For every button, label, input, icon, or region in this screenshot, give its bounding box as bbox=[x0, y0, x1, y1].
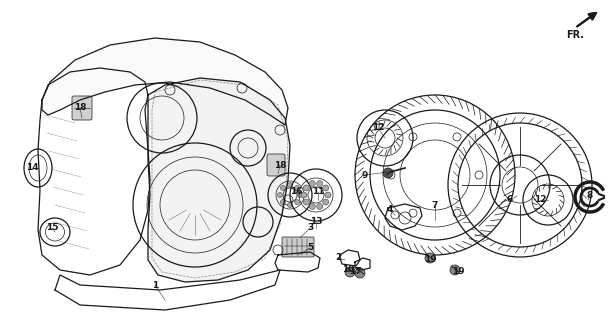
Circle shape bbox=[280, 200, 285, 204]
Text: 12: 12 bbox=[371, 124, 384, 132]
Text: 13: 13 bbox=[310, 218, 322, 227]
Text: 5: 5 bbox=[307, 244, 313, 252]
Circle shape bbox=[309, 180, 315, 187]
Circle shape bbox=[301, 192, 307, 198]
Circle shape bbox=[294, 185, 299, 190]
Text: 12: 12 bbox=[533, 196, 546, 204]
Text: 14: 14 bbox=[26, 164, 38, 172]
Text: 1: 1 bbox=[152, 281, 158, 290]
Text: 15: 15 bbox=[46, 223, 59, 233]
Circle shape bbox=[303, 185, 309, 191]
Text: 9: 9 bbox=[362, 171, 368, 180]
Circle shape bbox=[323, 199, 329, 205]
Text: 18: 18 bbox=[74, 103, 86, 113]
Text: 2: 2 bbox=[335, 253, 341, 262]
Text: 8: 8 bbox=[587, 190, 593, 199]
Circle shape bbox=[288, 182, 293, 188]
Circle shape bbox=[298, 193, 302, 197]
Circle shape bbox=[325, 192, 331, 198]
Text: 11: 11 bbox=[312, 188, 324, 196]
Polygon shape bbox=[148, 78, 290, 282]
Circle shape bbox=[317, 204, 323, 209]
Text: 19: 19 bbox=[452, 268, 464, 276]
Text: 4: 4 bbox=[387, 205, 393, 214]
Polygon shape bbox=[42, 38, 288, 125]
Text: 16: 16 bbox=[290, 188, 302, 196]
Text: 3: 3 bbox=[307, 223, 313, 233]
Text: 19: 19 bbox=[424, 255, 436, 265]
Circle shape bbox=[303, 199, 309, 205]
Circle shape bbox=[294, 200, 299, 204]
Circle shape bbox=[425, 253, 435, 263]
Text: 7: 7 bbox=[432, 201, 438, 210]
Circle shape bbox=[288, 203, 293, 207]
Circle shape bbox=[323, 185, 329, 191]
Circle shape bbox=[317, 180, 323, 187]
Circle shape bbox=[345, 267, 355, 277]
Circle shape bbox=[450, 265, 460, 275]
Circle shape bbox=[383, 168, 393, 178]
FancyBboxPatch shape bbox=[267, 154, 285, 176]
Text: 18: 18 bbox=[274, 161, 286, 170]
Circle shape bbox=[355, 268, 365, 278]
Circle shape bbox=[277, 193, 283, 197]
Circle shape bbox=[280, 185, 285, 190]
Text: 17: 17 bbox=[349, 268, 362, 276]
FancyBboxPatch shape bbox=[72, 96, 92, 120]
Circle shape bbox=[309, 204, 315, 209]
Text: FR.: FR. bbox=[566, 30, 584, 40]
FancyBboxPatch shape bbox=[282, 237, 314, 257]
Text: 10: 10 bbox=[342, 266, 354, 275]
Text: 6: 6 bbox=[507, 196, 513, 204]
